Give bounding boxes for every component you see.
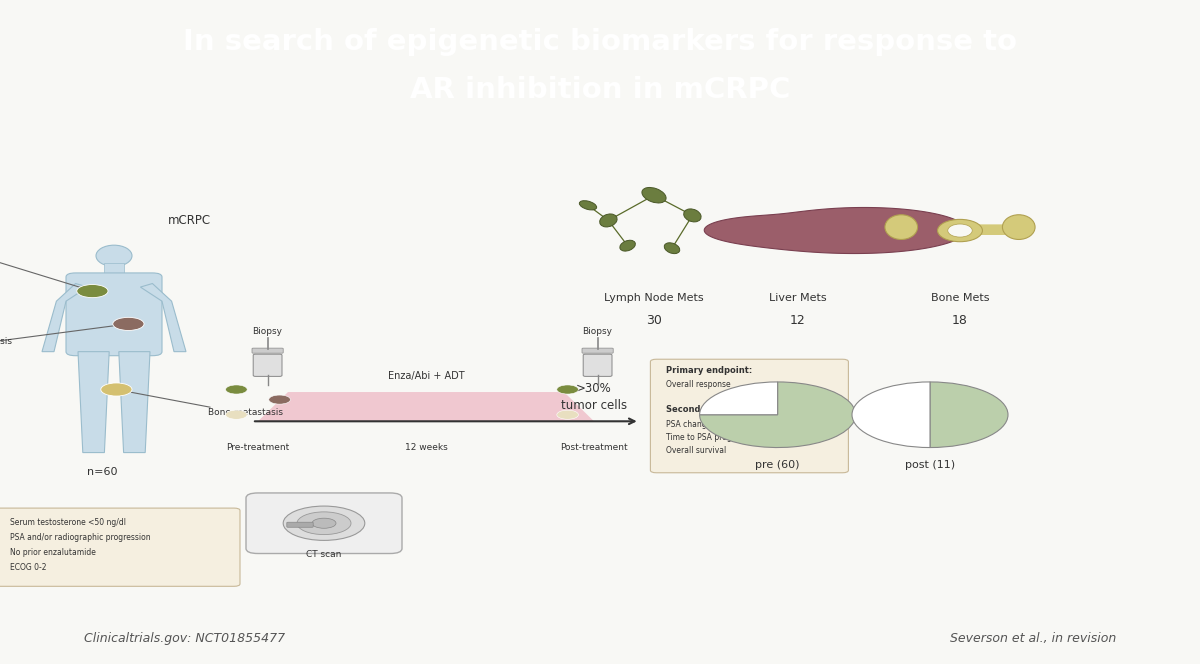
Text: Overall response: Overall response bbox=[666, 380, 731, 389]
Text: Severson et al., in revision: Severson et al., in revision bbox=[949, 632, 1116, 645]
Text: liver metastasis: liver metastasis bbox=[0, 337, 12, 346]
Text: Time to PSA progression: Time to PSA progression bbox=[666, 433, 760, 442]
Ellipse shape bbox=[96, 245, 132, 266]
Text: Secondary endpoints:: Secondary endpoints: bbox=[666, 405, 769, 414]
Polygon shape bbox=[119, 352, 150, 453]
Text: Bone metastasis: Bone metastasis bbox=[208, 408, 283, 417]
Circle shape bbox=[557, 385, 578, 394]
Wedge shape bbox=[700, 382, 856, 448]
Text: Pre-treatment: Pre-treatment bbox=[227, 443, 289, 452]
Polygon shape bbox=[42, 284, 88, 352]
Ellipse shape bbox=[642, 187, 666, 203]
Polygon shape bbox=[704, 207, 966, 254]
Polygon shape bbox=[78, 352, 109, 453]
FancyBboxPatch shape bbox=[913, 224, 1007, 235]
Circle shape bbox=[226, 410, 247, 419]
Text: Liver Mets: Liver Mets bbox=[769, 293, 827, 303]
Polygon shape bbox=[258, 392, 594, 421]
Text: Enza/Abi + ADT: Enza/Abi + ADT bbox=[388, 371, 464, 381]
Ellipse shape bbox=[312, 518, 336, 529]
Circle shape bbox=[557, 410, 578, 419]
Text: CT scan: CT scan bbox=[306, 550, 342, 559]
Text: mCRPC: mCRPC bbox=[168, 214, 211, 227]
Text: No prior enzalutamide: No prior enzalutamide bbox=[10, 548, 96, 557]
Ellipse shape bbox=[298, 512, 352, 535]
Ellipse shape bbox=[600, 214, 617, 227]
Text: >30%
tumor cells: >30% tumor cells bbox=[560, 382, 628, 412]
FancyBboxPatch shape bbox=[650, 359, 848, 473]
FancyBboxPatch shape bbox=[582, 348, 613, 353]
Text: Lymph Node Mets: Lymph Node Mets bbox=[604, 293, 704, 303]
Ellipse shape bbox=[620, 240, 635, 251]
Ellipse shape bbox=[1002, 214, 1036, 240]
Ellipse shape bbox=[937, 219, 983, 242]
Circle shape bbox=[226, 385, 247, 394]
FancyBboxPatch shape bbox=[104, 264, 124, 278]
Text: Post-treatment: Post-treatment bbox=[560, 443, 628, 452]
Text: pre (60): pre (60) bbox=[755, 459, 800, 469]
Text: ECOG 0-2: ECOG 0-2 bbox=[10, 563, 46, 572]
Ellipse shape bbox=[684, 209, 701, 222]
Circle shape bbox=[269, 395, 290, 404]
FancyBboxPatch shape bbox=[583, 354, 612, 376]
Text: 12: 12 bbox=[790, 314, 806, 327]
FancyBboxPatch shape bbox=[287, 522, 313, 527]
Wedge shape bbox=[930, 382, 1008, 448]
Circle shape bbox=[113, 317, 144, 331]
FancyBboxPatch shape bbox=[0, 508, 240, 586]
Polygon shape bbox=[140, 284, 186, 352]
Text: Primary endpoint:: Primary endpoint: bbox=[666, 367, 752, 375]
Text: PSA change (%): PSA change (%) bbox=[666, 420, 727, 430]
Wedge shape bbox=[852, 382, 930, 448]
Text: 12 weeks: 12 weeks bbox=[404, 443, 448, 452]
FancyBboxPatch shape bbox=[246, 493, 402, 554]
Circle shape bbox=[77, 285, 108, 297]
Text: n=60: n=60 bbox=[86, 467, 118, 477]
Text: 30: 30 bbox=[646, 314, 662, 327]
Text: 18: 18 bbox=[952, 314, 968, 327]
FancyBboxPatch shape bbox=[66, 273, 162, 356]
Ellipse shape bbox=[948, 224, 972, 237]
Text: In search of epigenetic biomarkers for response to: In search of epigenetic biomarkers for r… bbox=[182, 28, 1018, 56]
Text: Serum testosterone <50 ng/dl: Serum testosterone <50 ng/dl bbox=[10, 518, 126, 527]
Text: Bone Mets: Bone Mets bbox=[931, 293, 989, 303]
Ellipse shape bbox=[283, 506, 365, 540]
Ellipse shape bbox=[580, 201, 596, 210]
Text: AR inhibition in mCRPC: AR inhibition in mCRPC bbox=[410, 76, 790, 104]
Text: PSA and/or radiographic progression: PSA and/or radiographic progression bbox=[10, 533, 150, 542]
Ellipse shape bbox=[665, 243, 679, 254]
FancyBboxPatch shape bbox=[252, 348, 283, 353]
FancyBboxPatch shape bbox=[253, 354, 282, 376]
Circle shape bbox=[101, 383, 132, 396]
Text: Biopsy: Biopsy bbox=[583, 327, 613, 336]
Wedge shape bbox=[700, 382, 778, 415]
Text: Biopsy: Biopsy bbox=[253, 327, 283, 336]
Text: Clinicaltrials.gov: NCT01855477: Clinicaltrials.gov: NCT01855477 bbox=[84, 632, 286, 645]
Ellipse shape bbox=[884, 214, 918, 240]
Text: post (11): post (11) bbox=[905, 459, 955, 469]
Text: Overall survival: Overall survival bbox=[666, 446, 726, 455]
